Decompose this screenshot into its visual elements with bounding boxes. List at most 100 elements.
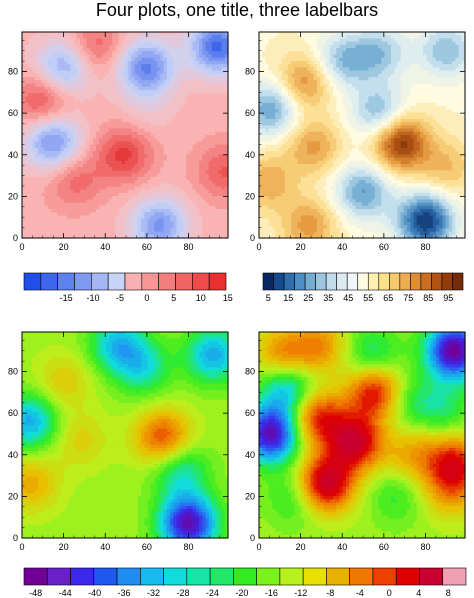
x-tick-label: 80	[420, 242, 430, 252]
labelbar-swatch	[263, 273, 274, 290]
labelbar-label: -32	[147, 588, 160, 598]
labelbar-swatch	[326, 568, 349, 585]
labelbar-swatch	[210, 568, 233, 585]
labelbar-label: -48	[29, 588, 42, 598]
y-tick-label: 20	[8, 191, 18, 201]
labelbar-swatch	[421, 273, 432, 290]
labelbar-swatch	[176, 273, 193, 290]
labelbar-swatch	[58, 273, 75, 290]
labelbar-swatch	[108, 273, 125, 290]
x-tick-label: 60	[379, 242, 389, 252]
x-tick-label: 80	[183, 542, 193, 552]
labelbar-swatch	[47, 568, 70, 585]
y-tick-label: 0	[250, 233, 255, 243]
labelbar-label: 75	[403, 293, 413, 303]
x-tick-label: 20	[59, 542, 69, 552]
labelbar-swatch	[316, 273, 327, 290]
labelbar-swatch	[347, 273, 358, 290]
labelbar-swatch	[71, 568, 94, 585]
labelbar-swatch	[379, 273, 390, 290]
labelbar-label: -28	[176, 588, 189, 598]
labelbar-label: 10	[196, 293, 206, 303]
labelbar-swatch	[284, 273, 295, 290]
labelbar-swatch	[209, 273, 226, 290]
y-tick-label: 60	[245, 108, 255, 118]
labelbar-swatch	[410, 273, 421, 290]
labelbar-swatch	[305, 273, 316, 290]
labelbar-swatch	[400, 273, 411, 290]
labelbar-swatch	[452, 273, 463, 290]
labelbar-swatch	[187, 568, 210, 585]
x-tick-label: 40	[337, 242, 347, 252]
labelbar-label: 0	[387, 588, 392, 598]
labelbar-swatch	[431, 273, 442, 290]
x-tick-label: 20	[296, 242, 306, 252]
labelbar-swatch	[419, 568, 442, 585]
y-tick-label: 20	[245, 491, 255, 501]
labelbar-label: -36	[117, 588, 130, 598]
labelbar-swatch	[24, 273, 41, 290]
y-tick-label: 40	[8, 150, 18, 160]
labelbar-label: 4	[416, 588, 421, 598]
labelbar-swatch	[192, 273, 209, 290]
labelbar-swatch	[358, 273, 369, 290]
labelbar-label: -15	[60, 293, 73, 303]
labelbar-swatch	[125, 273, 142, 290]
labelbar-swatch	[117, 568, 140, 585]
x-tick-label: 0	[19, 542, 24, 552]
labelbar-label: 35	[323, 293, 333, 303]
labelbar-swatch	[142, 273, 159, 290]
labelbar-label: 45	[343, 293, 353, 303]
labelbar-swatch	[368, 273, 379, 290]
labelbar-swatch	[140, 568, 163, 585]
labelbar-swatch	[303, 568, 326, 585]
y-tick-label: 40	[245, 450, 255, 460]
labelbar-label: 5	[266, 293, 271, 303]
labelbar-label: -20	[235, 588, 248, 598]
labelbar-swatch	[91, 273, 108, 290]
x-tick-label: 80	[420, 542, 430, 552]
labelbar-swatch	[94, 568, 117, 585]
labelbar-swatch	[24, 568, 47, 585]
labelbar-swatch	[280, 568, 303, 585]
labelbar-swatch	[233, 568, 256, 585]
y-tick-label: 20	[245, 191, 255, 201]
labelbar-swatch	[389, 273, 400, 290]
labelbar-swatch	[350, 568, 373, 585]
x-tick-label: 40	[337, 542, 347, 552]
x-tick-label: 60	[142, 242, 152, 252]
x-tick-label: 60	[379, 542, 389, 552]
y-tick-label: 0	[13, 233, 18, 243]
labelbar-label: 5	[171, 293, 176, 303]
x-tick-label: 20	[59, 242, 69, 252]
labelbar-label: 15	[223, 293, 233, 303]
labelbar-label: 85	[423, 293, 433, 303]
labelbar-label: -24	[206, 588, 219, 598]
labelbar-label: -12	[294, 588, 307, 598]
labelbar-label: 8	[446, 588, 451, 598]
labelbar-label: -40	[88, 588, 101, 598]
labelbar-swatch	[337, 273, 348, 290]
y-tick-label: 80	[245, 67, 255, 77]
labelbar-swatch	[442, 273, 453, 290]
y-tick-label: 20	[8, 491, 18, 501]
labelbar-swatch	[443, 568, 466, 585]
labelbar-swatch	[396, 568, 419, 585]
y-tick-label: 60	[8, 108, 18, 118]
labelbar-label: -10	[86, 293, 99, 303]
labelbar-label: 0	[144, 293, 149, 303]
labelbar-label: 65	[383, 293, 393, 303]
y-tick-label: 60	[8, 408, 18, 418]
labelbar-swatch	[274, 273, 285, 290]
x-tick-label: 80	[183, 242, 193, 252]
labelbar-swatch	[41, 273, 58, 290]
labelbar-label: 55	[363, 293, 373, 303]
y-tick-label: 80	[8, 67, 18, 77]
labelbar-swatch	[75, 273, 92, 290]
x-tick-label: 60	[142, 542, 152, 552]
labelbar-label: -4	[356, 588, 364, 598]
labelbar-label: 25	[303, 293, 313, 303]
